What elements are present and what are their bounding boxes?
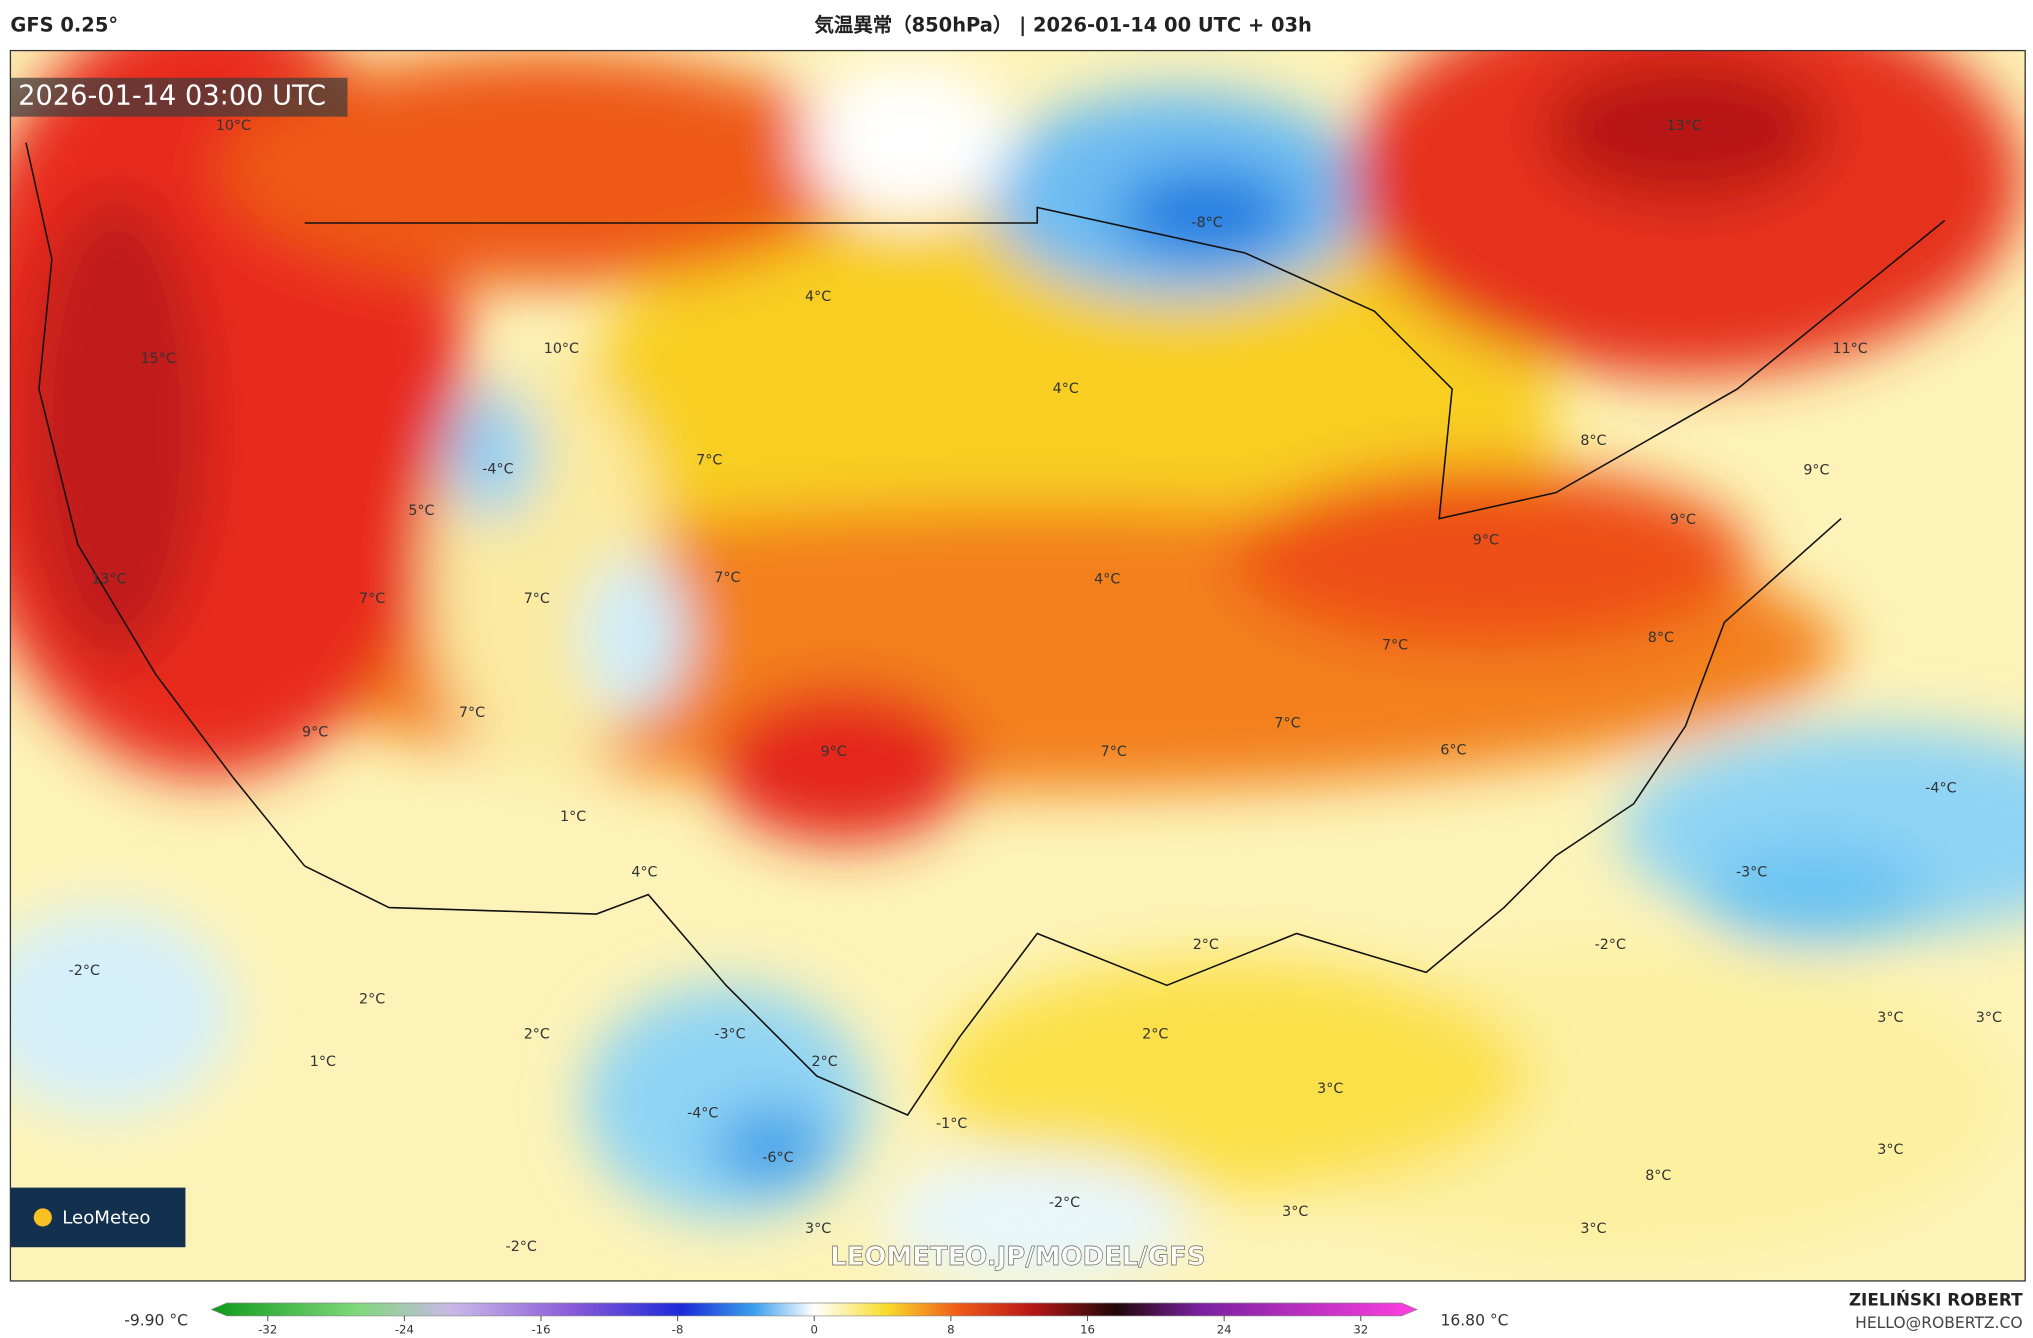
map-label: 9°C [1803,463,1829,479]
map-label: 2°C [524,1027,550,1043]
colorbar-tick-label: 32 [1353,1323,1368,1337]
map-label: 3°C [1317,1081,1343,1097]
map-label: 2°C [359,992,385,1008]
map-label: -2°C [69,963,100,979]
map-label: 7°C [714,570,740,586]
map-label: 3°C [1580,1221,1606,1237]
map-label: 6°C [1440,743,1466,759]
map-label: 11°C [1833,341,1868,357]
map-label: -2°C [1049,1195,1080,1211]
map-label: 3°C [1976,1010,2002,1026]
map-label: 7°C [1101,744,1127,760]
colorbar-tick-label: 8 [947,1323,954,1337]
map-label: 7°C [1382,638,1408,654]
colorbar-tick-label: -8 [672,1323,684,1337]
map-label: 8°C [1580,433,1606,449]
map-label: -3°C [714,1027,745,1043]
map-label: 3°C [1877,1010,1903,1026]
map-label: 9°C [1670,512,1696,528]
map-label: -2°C [506,1239,537,1255]
map-label: 9°C [821,744,847,760]
colorbar-tick-label: 0 [811,1323,818,1337]
map-label: 7°C [359,591,385,607]
map-label: 4°C [805,289,831,305]
colorbar-tick-label: 24 [1217,1323,1232,1337]
map-label: 7°C [1274,715,1300,731]
map-label: 8°C [1645,1168,1671,1184]
map-label: 4°C [631,865,657,881]
map-label: 7°C [459,705,485,721]
map-label: -1°C [936,1116,967,1132]
map-label: -4°C [687,1106,718,1122]
colorbar-tick-label: -24 [395,1323,414,1337]
colorbar-min: -9.90 °C [124,1312,188,1330]
map-label: 3°C [805,1221,831,1237]
colorbar-tick-label: -16 [531,1323,550,1337]
map-label: 2°C [1193,937,1219,953]
map-label: 13°C [91,572,126,588]
map-label: -8°C [1191,215,1222,231]
title: 気温異常（850hPa） | 2026-01-14 00 UTC + 03h [814,13,1311,36]
map-label: 2°C [812,1054,838,1070]
map-label: 15°C [141,351,176,367]
colorbar-tick-label: 16 [1080,1323,1095,1337]
map: 2026-01-14 03:00 UTC LEOMETEO.JP/MODEL/G… [10,50,2026,1281]
map-label: 3°C [1877,1142,1903,1158]
colorbar: -9.90 °C 16.80 °C -32 -24 -16 -8 0 8 16 24 32 [124,1302,1509,1337]
map-label: 10°C [544,341,579,357]
map-label: 7°C [524,591,550,607]
map-label: 4°C [1094,572,1120,588]
map-label: 9°C [302,725,328,741]
map-label: -3°C [1736,865,1767,881]
model-name: GFS 0.25° [10,13,118,36]
map-label: -4°C [1925,780,1956,796]
map-label: -6°C [762,1150,793,1166]
map-label: -2°C [1595,937,1626,953]
timestamp: 2026-01-14 03:00 UTC [18,81,326,112]
colorbar-tick-label: -32 [258,1323,277,1337]
map-label: 13°C [1667,118,1702,134]
colorbar-max: 16.80 °C [1440,1312,1508,1330]
map-label: 2°C [1142,1027,1168,1043]
contact: HELLO@ROBERTZ.CO [1855,1314,2022,1332]
logo: LeoMeteo [62,1208,150,1229]
map-label: 10°C [216,118,251,134]
watermark: LEOMETEO.JP/MODEL/GFS [830,1242,1205,1272]
author: ZIELIŃSKI ROBERT [1849,1288,2023,1309]
map-label: 7°C [696,452,722,468]
map-label: 8°C [1648,630,1674,646]
map-label: 9°C [1473,533,1499,549]
map-label: 5°C [408,503,434,519]
map-label: 1°C [560,809,586,825]
map-label: 1°C [310,1054,336,1070]
map-label: 3°C [1282,1204,1308,1220]
map-label: -4°C [482,461,513,477]
map-label: 4°C [1053,381,1079,397]
